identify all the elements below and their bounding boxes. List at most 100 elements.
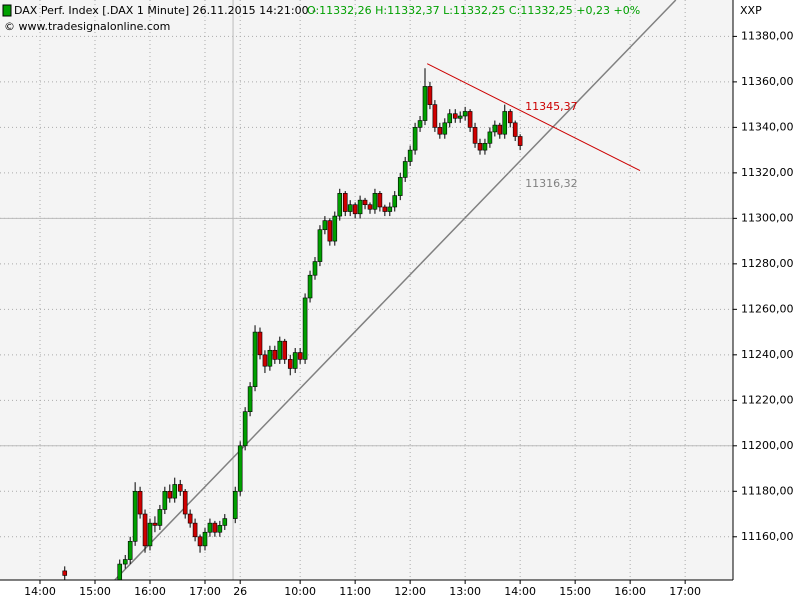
candle-body xyxy=(172,484,178,499)
candle-body xyxy=(132,490,138,542)
trend-line xyxy=(426,63,641,172)
axis-area xyxy=(0,580,733,600)
candle-body xyxy=(357,199,363,215)
candle-body xyxy=(282,340,288,360)
x-tick-label: 14:00 xyxy=(24,585,56,598)
candle-body xyxy=(297,352,303,360)
candle-body xyxy=(347,204,353,212)
header-title: DAX Perf. Index [.DAX 1 Minute] 26.11.20… xyxy=(14,4,316,17)
x-tick-label: 11:00 xyxy=(339,585,371,598)
y-tick-label: 11320,00 xyxy=(741,166,794,179)
x-tick-label: 16:00 xyxy=(614,585,646,598)
candle-body xyxy=(517,136,523,146)
candle-body xyxy=(497,124,503,135)
candle-body xyxy=(397,177,403,196)
x-tick-label: 10:00 xyxy=(284,585,316,598)
candle-body xyxy=(512,122,518,137)
candle-body xyxy=(392,195,398,208)
y-tick-label: 11180,00 xyxy=(741,484,794,497)
candle-body xyxy=(337,193,343,217)
candle-body xyxy=(197,536,203,547)
y-tick-label: 11340,00 xyxy=(741,120,794,133)
candle-body xyxy=(377,193,383,208)
candle-body xyxy=(417,120,423,128)
candle-body xyxy=(312,261,318,276)
candle-body xyxy=(127,541,133,560)
y-tick-label: 11160,00 xyxy=(741,530,794,543)
candle-body xyxy=(302,297,308,360)
axis-area xyxy=(733,0,800,600)
candle-body xyxy=(332,215,338,242)
candle-body xyxy=(402,161,408,178)
candle-body xyxy=(292,352,298,369)
candle-body xyxy=(382,206,388,212)
symbol: XXP xyxy=(740,4,762,17)
candle-body xyxy=(182,490,188,515)
x-tick-label: 17:00 xyxy=(669,585,701,598)
candle-body xyxy=(502,111,508,135)
candle-body xyxy=(322,220,328,231)
candle-body xyxy=(427,86,433,105)
y-tick-label: 11300,00 xyxy=(741,211,794,224)
copyright: © www.tradesignalonline.com xyxy=(4,20,170,33)
header-quote: O:11332,26 H:11332,37 L:11332,25 C:11332… xyxy=(307,4,640,17)
candle-body xyxy=(137,490,143,515)
candle-body xyxy=(287,359,293,369)
y-tick-label: 11240,00 xyxy=(741,348,794,361)
y-tick-label: 11280,00 xyxy=(741,257,794,270)
candle-body xyxy=(342,193,348,212)
candle-body xyxy=(157,509,163,526)
candle-body xyxy=(487,131,493,144)
candle-body xyxy=(62,570,68,576)
candle-body xyxy=(187,513,193,524)
candle-body xyxy=(202,531,208,547)
candle-body xyxy=(237,445,243,492)
x-tick-label: 17:00 xyxy=(189,585,221,598)
candle-body xyxy=(507,111,513,124)
y-tick-label: 11360,00 xyxy=(741,75,794,88)
candle-body xyxy=(262,354,268,367)
y-tick-label: 11380,00 xyxy=(741,29,794,42)
candle-body xyxy=(212,522,218,533)
candle-body xyxy=(252,331,258,387)
candle-body xyxy=(462,111,468,117)
candle-body xyxy=(437,127,443,135)
candle-body xyxy=(307,274,313,299)
candle-body xyxy=(422,86,428,121)
candle-body xyxy=(447,113,453,124)
candle-body xyxy=(412,127,418,151)
candle-body xyxy=(122,559,128,565)
candle-body xyxy=(477,142,483,151)
x-tick-label: 15:00 xyxy=(559,585,591,598)
x-tick-label: 16:00 xyxy=(134,585,166,598)
candle-body xyxy=(407,149,413,162)
candle-body xyxy=(372,193,378,210)
annotation: 11345,37 xyxy=(525,100,578,113)
candle-body xyxy=(267,349,273,367)
candle-body xyxy=(142,513,148,547)
candle-body xyxy=(317,229,323,262)
candle-body xyxy=(492,124,498,133)
candle-body xyxy=(472,127,478,144)
candle-body xyxy=(152,522,158,526)
candle-body xyxy=(482,142,488,151)
candle-body xyxy=(457,115,463,119)
candle-body xyxy=(387,206,393,212)
candle-body xyxy=(467,111,473,128)
trend-line xyxy=(114,0,677,580)
y-tick-label: 11220,00 xyxy=(741,393,794,406)
candle-body xyxy=(207,522,213,533)
candle-body xyxy=(352,204,358,215)
candle-body xyxy=(272,349,278,360)
candle-body xyxy=(277,340,283,360)
candle-body xyxy=(177,484,183,492)
candle-body xyxy=(442,122,448,135)
candle-body xyxy=(232,490,238,519)
candle-body xyxy=(192,522,198,538)
candle-body xyxy=(162,490,168,510)
candle-body xyxy=(327,220,333,242)
y-tick-label: 11260,00 xyxy=(741,302,794,315)
candle-body xyxy=(167,490,173,499)
